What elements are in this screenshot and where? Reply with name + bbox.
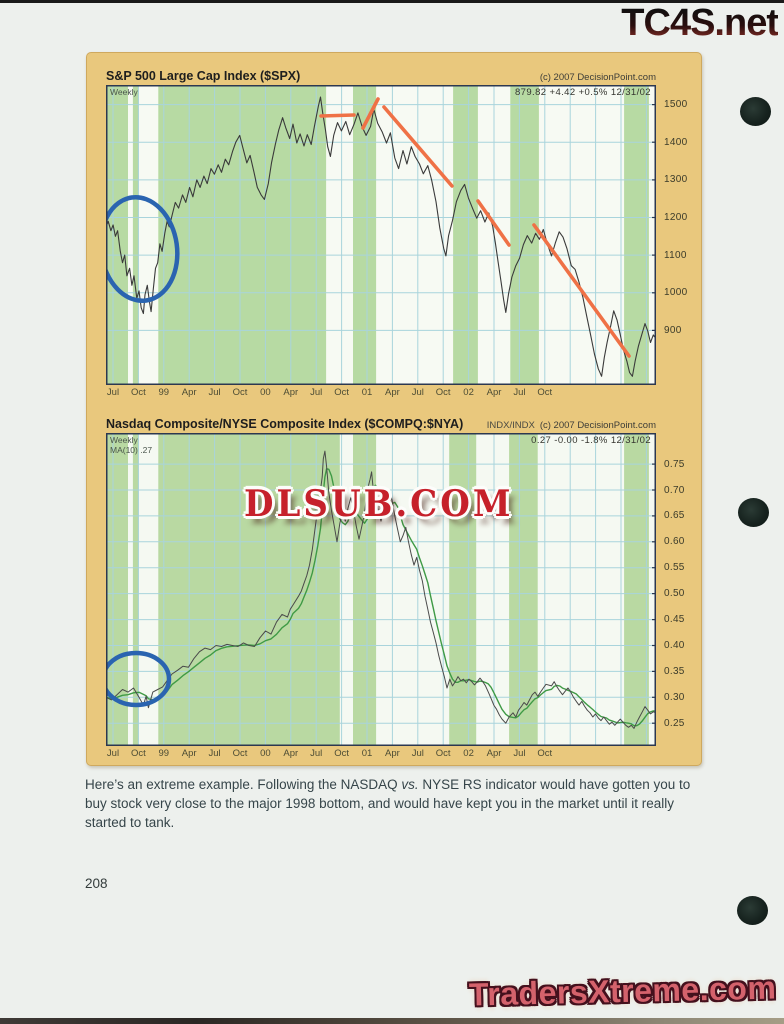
x-axis-label: Jul: [513, 748, 526, 759]
spx-y-axis: 1500 1400 1300 1200 1100 1000 900: [659, 85, 701, 385]
y-axis-label: 0.25: [664, 717, 685, 729]
x-axis-label: 02: [463, 387, 474, 398]
x-axis-label: 00: [260, 387, 271, 398]
x-axis-label: Jul: [106, 387, 120, 398]
x-axis-label: Oct: [435, 748, 451, 759]
y-axis-label: 0.65: [664, 510, 685, 522]
x-axis-label: Jul: [208, 387, 221, 398]
spx-plot-area: Weekly 879.82 +4.42 +0.5% 12/31/02: [106, 85, 656, 385]
x-axis-label: Apr: [384, 387, 400, 398]
x-axis-label: Oct: [232, 748, 248, 759]
y-axis-label: 0.55: [664, 562, 685, 574]
scan-edge-top: [0, 0, 784, 3]
x-axis-label: Oct: [232, 387, 248, 398]
y-axis-label: 1400: [664, 136, 688, 148]
x-axis-label: Oct: [537, 748, 553, 759]
ratio-chart: Nasdaq Composite/NYSE Composite Index ($…: [106, 411, 702, 763]
x-axis-label: 00: [260, 748, 271, 759]
caption-vs-italic: vs.: [401, 777, 419, 792]
x-axis-label: Apr: [283, 748, 299, 759]
x-axis-label: 99: [158, 748, 170, 759]
page-number: 208: [85, 876, 108, 891]
x-axis-label: Oct: [537, 387, 553, 398]
ratio-quote-line: 0.27 -0.00 -1.8% 12/31/02: [531, 435, 651, 446]
scan-edge-bottom: [0, 1018, 784, 1024]
x-axis-label: Oct: [131, 387, 146, 398]
y-axis-label: 900: [664, 324, 682, 336]
ratio-chart-copyright: INDX/INDX (c) 2007 DecisionPoint.com: [486, 420, 656, 431]
y-axis-label: 0.75: [664, 458, 685, 470]
spx-quote-line: 879.82 +4.42 +0.5% 12/31/02: [515, 87, 651, 98]
x-axis-label: Apr: [181, 387, 197, 398]
x-axis-label: Jul: [411, 387, 424, 398]
spx-chart-title: S&P 500 Large Cap Index ($SPX): [106, 69, 301, 83]
chart-panel: S&P 500 Large Cap Index ($SPX) (c) 2007 …: [86, 52, 702, 766]
spx-timeframe-label: Weekly: [110, 87, 138, 97]
x-axis-label: Jul: [106, 748, 120, 759]
ratio-chart-title: Nasdaq Composite/NYSE Composite Index ($…: [106, 417, 464, 431]
y-axis-label: 1100: [664, 249, 687, 261]
x-axis-label: Oct: [334, 387, 349, 398]
y-axis-label: 0.40: [664, 639, 685, 651]
x-axis-label: 99: [158, 387, 170, 398]
y-axis-label: 0.45: [664, 614, 685, 626]
ratio-chart-header: Nasdaq Composite/NYSE Composite Index ($…: [106, 411, 656, 431]
y-axis-label: 1500: [664, 99, 688, 111]
caption-text: Here’s an extreme example. Following the…: [85, 777, 691, 831]
spx-chart: S&P 500 Large Cap Index ($SPX) (c) 2007 …: [106, 63, 702, 402]
tradersxtreme-logo: TradersXtreme.com: [468, 969, 777, 1013]
x-axis-label: 01: [361, 387, 373, 398]
x-axis-label: Jul: [411, 748, 424, 759]
x-axis-label: Jul: [208, 748, 221, 759]
spx-x-axis: Jul Oct 99 Apr Jul Oct 00 Apr Jul Oct 01 Apr Jul Oct 0…: [106, 387, 656, 402]
y-axis-label: 0.50: [664, 588, 685, 600]
binder-hole-top: [740, 97, 771, 126]
tc4s-logo: TC4S.net: [621, 2, 779, 44]
y-axis-label: 0.70: [664, 484, 685, 496]
ratio-legend: Weekly MA(10) .27: [110, 435, 153, 456]
y-axis-label: 1300: [664, 174, 688, 186]
x-axis-label: Apr: [384, 748, 400, 759]
y-axis-label: 1200: [664, 211, 688, 223]
y-axis-label: 1000: [664, 287, 688, 299]
ratio-x-axis: Jul Oct 99 Apr Jul Oct 00 Apr Jul Oct 01 Apr Jul Oct 0…: [106, 748, 656, 763]
x-axis-label: Apr: [283, 387, 299, 398]
x-axis-label: Oct: [435, 387, 451, 398]
ratio-y-axis: 0.75 0.70 0.65 0.60 0.55 0.50 0.45 0.40 0.35 0.30…: [659, 433, 701, 746]
x-axis-label: Oct: [334, 748, 349, 759]
spx-plot-svg: [106, 85, 656, 385]
binder-hole-middle: [738, 498, 769, 527]
x-axis-label: 02: [463, 748, 474, 759]
x-axis-label: Apr: [486, 748, 502, 759]
x-axis-label: Oct: [131, 748, 146, 759]
x-axis-label: Jul: [310, 387, 323, 398]
dlsub-watermark: DLSUB.COM: [244, 482, 514, 526]
x-axis-label: Apr: [486, 387, 502, 398]
y-axis-label: 0.60: [664, 536, 685, 548]
x-axis-label: Jul: [513, 387, 526, 398]
x-axis-label: Jul: [310, 748, 323, 759]
x-axis-label: Apr: [181, 748, 197, 759]
spx-chart-copyright: (c) 2007 DecisionPoint.com: [539, 72, 656, 83]
x-axis-label: 01: [361, 748, 373, 759]
binder-hole-bottom: [737, 896, 768, 925]
y-axis-label: 0.35: [664, 665, 685, 677]
ratio-plot-area: Weekly MA(10) .27 0.27 -0.00 -1.8% 12/31…: [106, 433, 656, 746]
ratio-plot-svg: [106, 433, 656, 746]
spx-chart-header: S&P 500 Large Cap Index ($SPX) (c) 2007 …: [106, 63, 656, 83]
y-axis-label: 0.30: [664, 691, 685, 703]
